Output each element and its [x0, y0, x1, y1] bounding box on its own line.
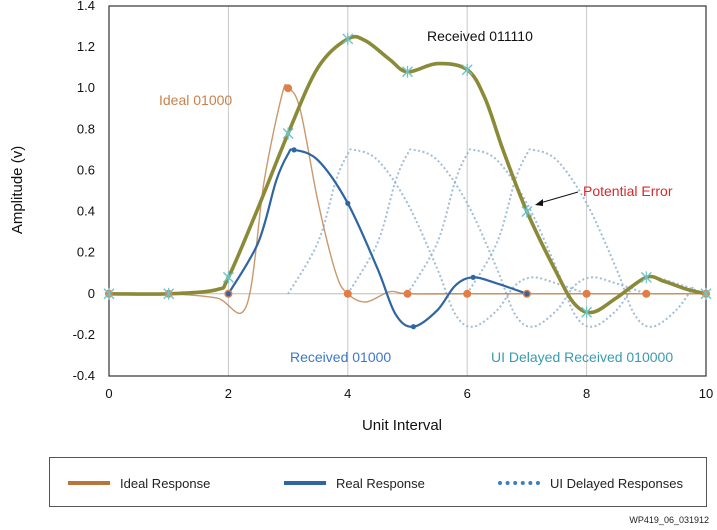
real-sample-marker: [225, 291, 231, 297]
series-line-ui-delayed: [287, 148, 587, 328]
ideal-sample-marker: [463, 289, 472, 298]
received-sample-marker: [222, 271, 234, 284]
legend-swatch-ideal: [68, 481, 110, 485]
y-tick-label: 0.6: [77, 162, 95, 177]
legend-item-delayed: UI Delayed Responses: [498, 458, 683, 508]
legend-label-real: Real Response: [336, 475, 425, 491]
annotation-received-011110: Received 011110: [427, 28, 533, 44]
y-tick-label: 0.4: [77, 204, 95, 219]
real-sample-marker: [291, 147, 297, 153]
y-tick-label: 0.2: [77, 245, 95, 260]
x-tick-label: 6: [464, 386, 471, 401]
y-tick-label: 0.8: [77, 121, 95, 136]
real-sample-marker: [410, 324, 417, 330]
potential-error-arrow: [535, 191, 579, 206]
received-sample-marker: [342, 32, 354, 45]
received-sample-marker: [700, 287, 712, 300]
x-tick-label: 10: [699, 386, 713, 401]
ideal-sample-marker: [582, 289, 591, 298]
received-sample-marker: [461, 63, 473, 76]
real-sample-marker: [470, 274, 476, 280]
series-line-ui-delayed: [466, 148, 695, 328]
received-sample-marker: [640, 271, 652, 284]
series-line-real: [227, 148, 528, 328]
figure-id: WP419_06_031912: [629, 515, 709, 525]
y-tick-label: 0: [88, 286, 95, 301]
received-sample-marker: [282, 127, 294, 140]
x-tick-label: 0: [105, 386, 112, 401]
legend-label-ideal: Ideal Response: [120, 475, 211, 491]
series-line-ui-delayed: [406, 148, 707, 328]
series-line-received: [108, 34, 707, 315]
received-sample-marker: [581, 306, 593, 319]
axes: [108, 5, 707, 377]
legend: Ideal Response Real Response UI Delayed …: [49, 457, 707, 507]
y-tick-label: -0.2: [73, 327, 95, 342]
ideal-sample-marker: [284, 84, 293, 93]
ideal-sample-marker: [642, 289, 651, 298]
y-tick-label: 1.0: [77, 80, 95, 95]
legend-swatch-real: [284, 481, 326, 485]
x-tick-label: 8: [583, 386, 590, 401]
legend-swatch-delayed: [498, 481, 540, 485]
chart-svg: 0 2 4 6 8 10 1.4 1.2 1.0 0.8 0.6 0.4 0.2 0 -0.2 -0.4 Un…: [9, 0, 714, 434]
series-layer: [108, 34, 707, 328]
real-sample-marker: [524, 291, 530, 297]
y-tick-label: -0.4: [73, 368, 95, 383]
x-axis-title: Unit Interval: [362, 417, 442, 434]
y-tick-label: 1.4: [77, 0, 95, 13]
marker-layer: [103, 32, 712, 330]
received-sample-marker: [521, 205, 533, 218]
x-tick-label: 4: [344, 386, 351, 401]
plot-frame: [108, 5, 707, 377]
x-tick-label: 2: [225, 386, 232, 401]
tick-layer: 0 2 4 6 8 10 1.4 1.2 1.0 0.8 0.6 0.4 0.2 0 -0.2 -0.4: [73, 0, 714, 401]
legend-item-real: Real Response: [284, 458, 425, 508]
annotation-ui-delayed: UI Delayed Received 010000: [491, 349, 673, 365]
received-sample-marker: [163, 287, 175, 300]
y-axis-title: Amplitude (v): [9, 146, 26, 234]
series-line-ui-delayed: [346, 148, 647, 328]
legend-label-delayed: UI Delayed Responses: [550, 475, 683, 491]
annotation-ideal-01000: Ideal 01000: [159, 92, 232, 108]
annotation-received-01000: Received 01000: [290, 349, 391, 365]
ideal-sample-marker: [403, 289, 412, 298]
legend-item-ideal: Ideal Response: [68, 458, 210, 508]
real-sample-marker: [345, 200, 351, 206]
received-sample-marker: [402, 65, 413, 78]
ideal-sample-marker: [343, 289, 352, 298]
received-sample-marker: [103, 287, 115, 300]
y-tick-label: 1.2: [77, 39, 95, 54]
annotation-potential-error: Potential Error: [583, 183, 673, 199]
